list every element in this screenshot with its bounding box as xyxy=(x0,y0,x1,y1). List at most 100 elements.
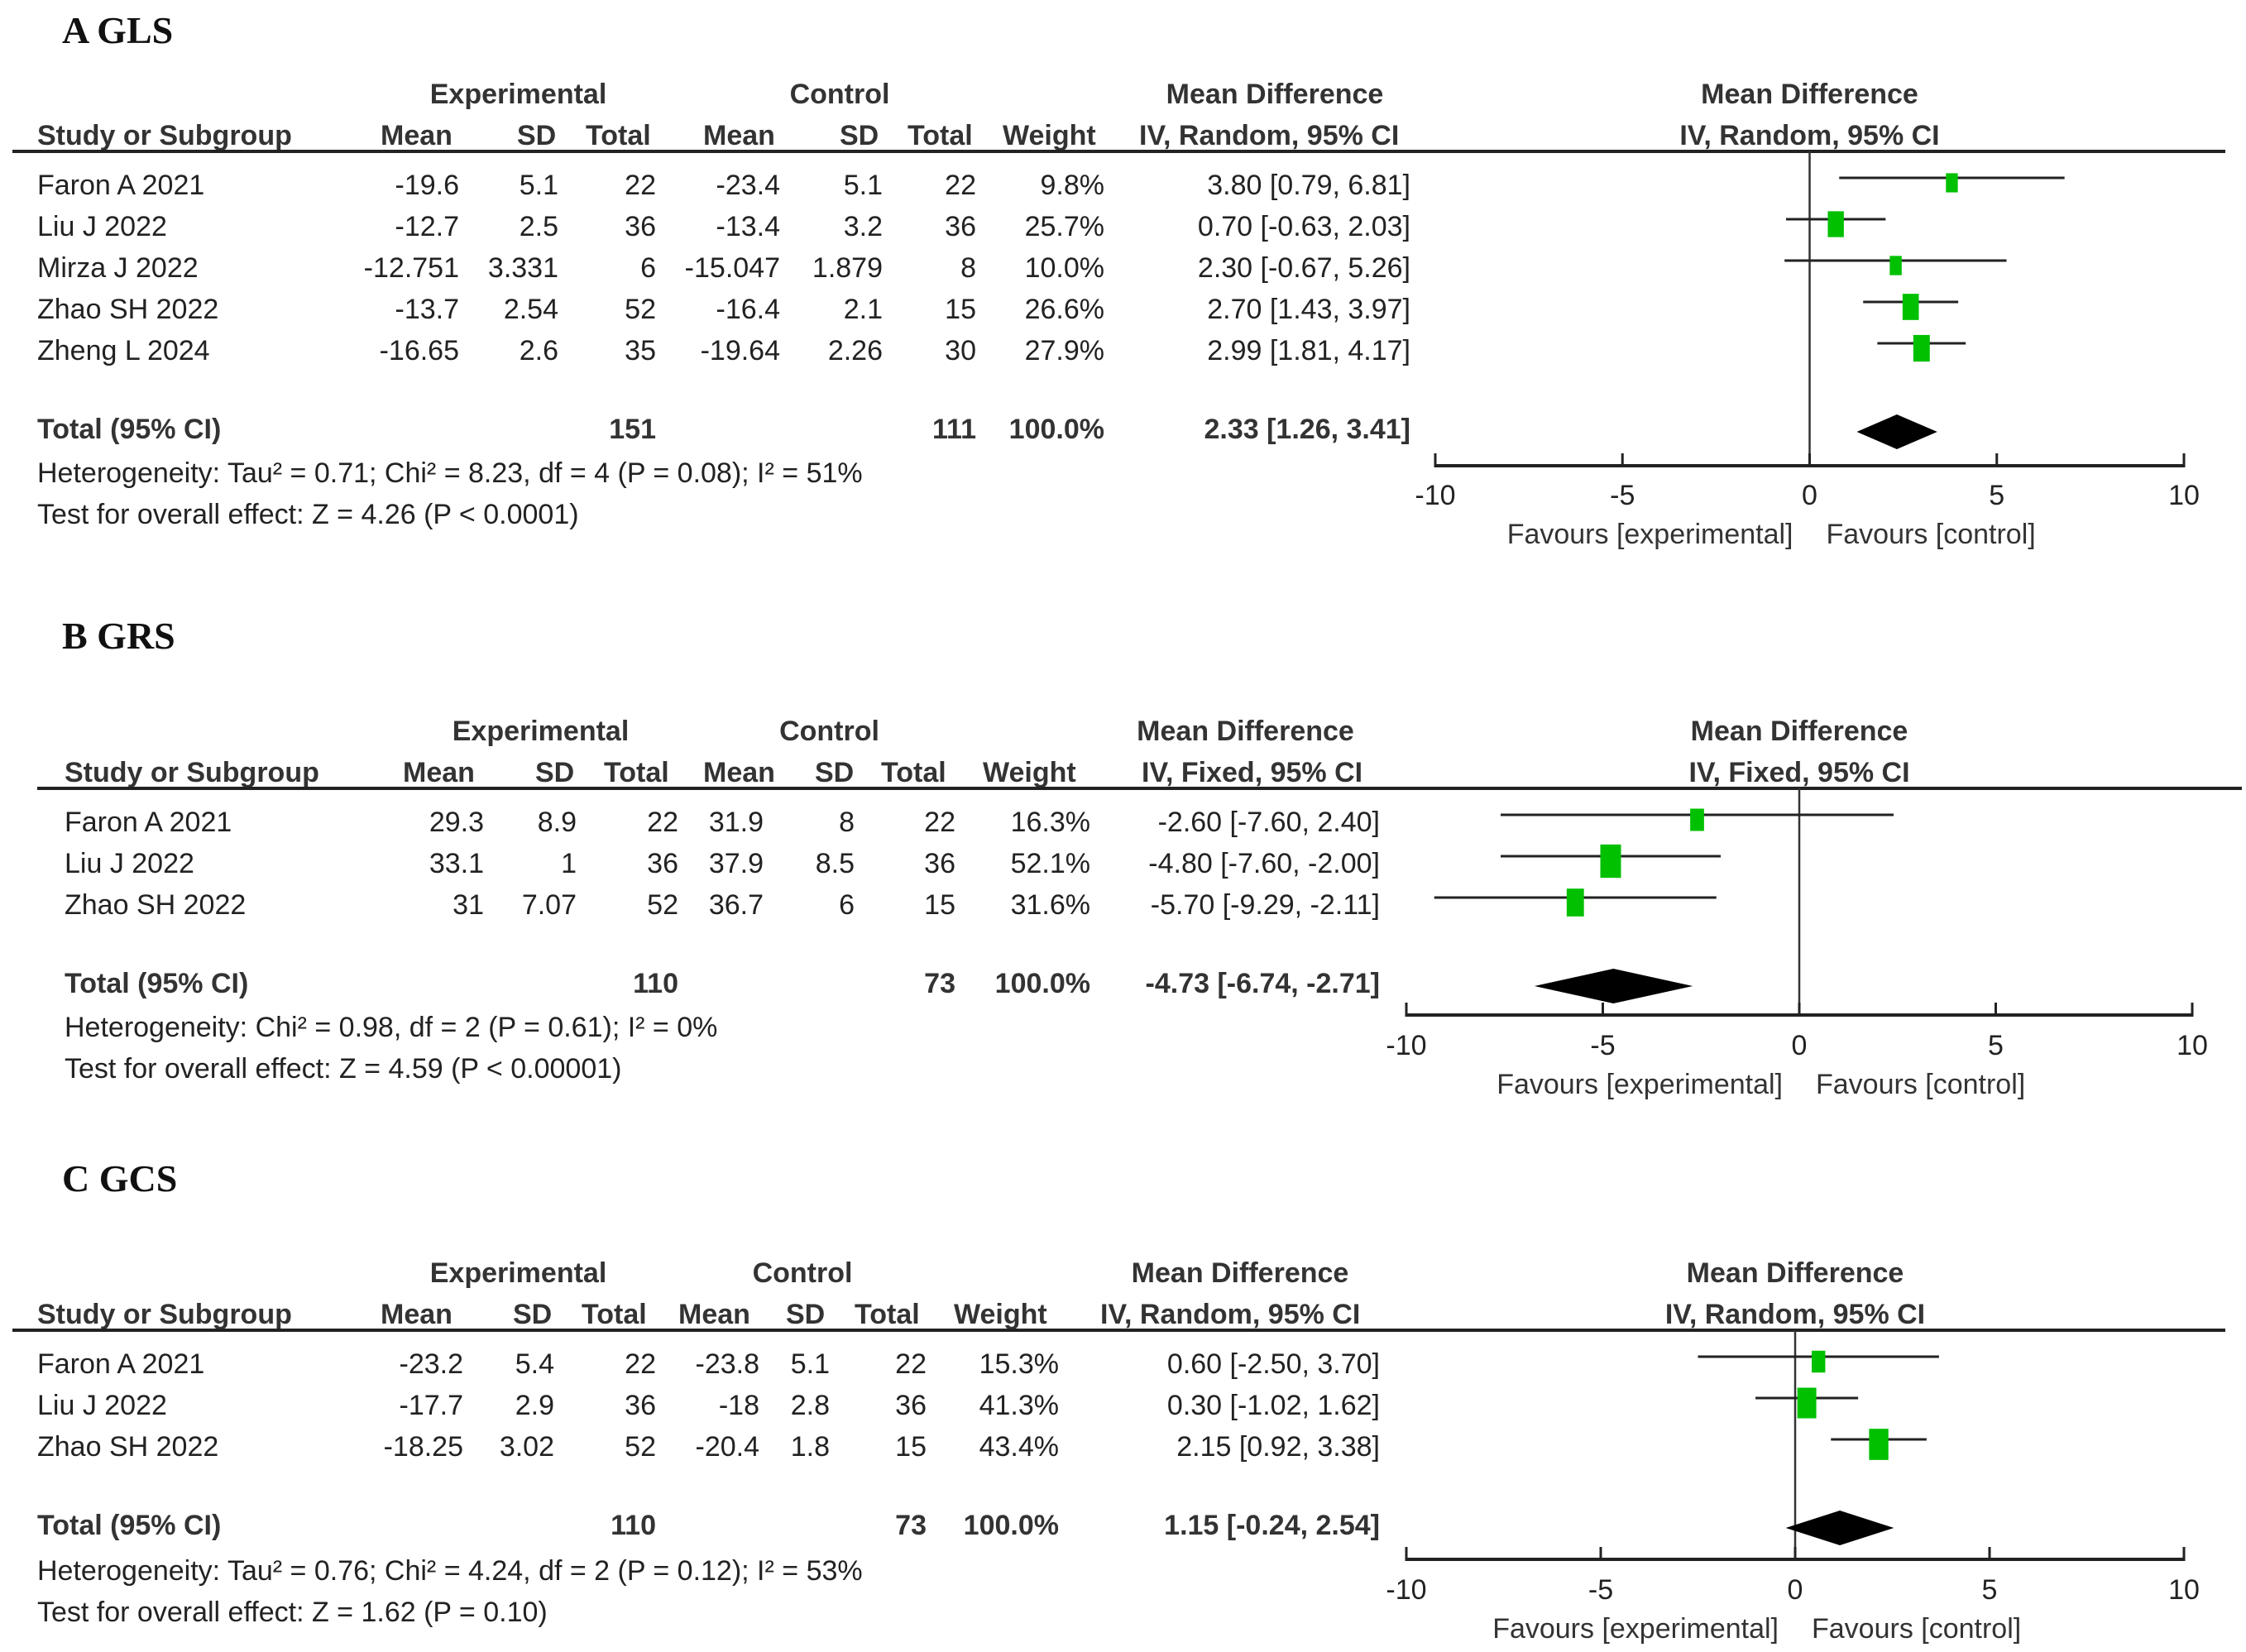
ci-text: 0.70 [-0.63, 2.03] xyxy=(1197,211,1410,242)
group-header-experimental: Experimental xyxy=(452,716,630,747)
study-name: Liu J 2022 xyxy=(37,211,167,242)
plot-header-mean-difference: Mean Difference xyxy=(1701,79,1918,110)
overall-effect-text: Test for overall effect: Z = 1.62 (P = 0… xyxy=(37,1597,548,1628)
favours-control-label: Favours [control] xyxy=(1812,1613,2021,1645)
exp-mean: -17.7 xyxy=(399,1390,464,1421)
x-tick-label: -10 xyxy=(1415,480,1455,511)
study-effect-marker xyxy=(1690,808,1704,831)
total-label: Total (95% CI) xyxy=(37,1510,222,1541)
exp-total: 22 xyxy=(625,1348,656,1380)
col-ctl-sd-header: SD xyxy=(815,757,855,788)
ctl-mean: -19.64 xyxy=(700,335,780,366)
ci-text: 2.30 [-0.67, 5.26] xyxy=(1197,252,1410,284)
ctl-total: 36 xyxy=(945,211,976,242)
total-ci: 2.33 [1.26, 3.41] xyxy=(1204,414,1410,445)
exp-total: 22 xyxy=(647,807,678,838)
group-header-experimental: Experimental xyxy=(429,1257,607,1289)
exp-total: 52 xyxy=(647,889,678,921)
col-exp-sd-header: SD xyxy=(513,1299,553,1330)
plot-header-mean-difference: Mean Difference xyxy=(1686,1257,1904,1289)
col-study-header: Study or Subgroup xyxy=(65,757,319,788)
study-name: Mirza J 2022 xyxy=(37,252,199,284)
study-effect-marker xyxy=(1827,211,1844,237)
col-ctl-sd-header: SD xyxy=(786,1299,826,1330)
col-ci-header: IV, Random, 95% CI xyxy=(1100,1299,1361,1330)
col-exp-sd-header: SD xyxy=(535,757,575,788)
exp-mean: -13.7 xyxy=(395,294,460,325)
plot-header-method: IV, Fixed, 95% CI xyxy=(1688,757,1910,788)
x-tick-label: 10 xyxy=(2168,480,2200,511)
ctl-total: 30 xyxy=(945,335,976,366)
ctl-mean: 36.7 xyxy=(708,889,764,921)
col-ci-header: IV, Fixed, 95% CI xyxy=(1142,757,1363,788)
study-name: Liu J 2022 xyxy=(37,1390,167,1421)
x-tick-label: 5 xyxy=(1988,1030,2004,1061)
col-study-header: Study or Subgroup xyxy=(37,1299,292,1330)
col-exp-total-header: Total xyxy=(586,120,651,151)
ctl-mean: 37.9 xyxy=(708,848,764,879)
total-ctl: 73 xyxy=(924,968,955,999)
ctl-total: 22 xyxy=(895,1348,927,1380)
ci-text: 2.70 [1.43, 3.97] xyxy=(1207,294,1410,325)
x-tick-label: 10 xyxy=(2177,1030,2208,1061)
ci-text: 2.15 [0.92, 3.38] xyxy=(1176,1431,1380,1463)
ctl-sd: 5.1 xyxy=(843,170,883,201)
exp-mean: 29.3 xyxy=(429,807,484,838)
ci-text: -4.80 [-7.60, -2.00] xyxy=(1148,848,1380,879)
exp-sd: 2.9 xyxy=(515,1390,554,1421)
col-exp-mean-header: Mean xyxy=(403,757,475,788)
weight: 16.3% xyxy=(1010,807,1090,838)
col-ctl-mean-header: Mean xyxy=(703,120,775,151)
study-effect-marker xyxy=(1600,844,1621,879)
ci-text: 0.30 [-1.02, 1.62] xyxy=(1166,1390,1380,1421)
exp-sd: 2.54 xyxy=(503,294,558,325)
col-ctl-total-header: Total xyxy=(855,1299,920,1330)
ci-text: 0.60 [-2.50, 3.70] xyxy=(1166,1348,1380,1380)
exp-mean: -12.751 xyxy=(363,252,459,284)
ctl-sd: 5.1 xyxy=(790,1348,830,1380)
group-header-mean-difference: Mean Difference xyxy=(1166,79,1384,110)
total-weight: 100.0% xyxy=(1008,414,1104,445)
study-effect-marker xyxy=(1869,1429,1889,1460)
total-exp: 110 xyxy=(633,968,678,999)
col-ctl-total-header: Total xyxy=(907,120,973,151)
total-ci: -4.73 [-6.74, -2.71] xyxy=(1145,968,1380,999)
ctl-sd: 8 xyxy=(839,807,855,838)
summary-diamond xyxy=(1534,969,1693,1003)
ci-text: -5.70 [-9.29, -2.11] xyxy=(1150,889,1380,921)
summary-diamond xyxy=(1856,414,1937,449)
exp-mean: -16.65 xyxy=(379,335,459,366)
overall-effect-text: Test for overall effect: Z = 4.59 (P < 0… xyxy=(65,1053,622,1085)
x-tick-label: -5 xyxy=(1588,1574,1613,1606)
ctl-total: 15 xyxy=(895,1431,927,1463)
col-weight-header: Weight xyxy=(954,1299,1047,1330)
col-ctl-mean-header: Mean xyxy=(678,1299,750,1330)
favours-experimental-label: Favours [experimental] xyxy=(1492,1613,1779,1645)
col-weight-header: Weight xyxy=(1003,120,1096,151)
weight: 26.6% xyxy=(1024,294,1104,325)
summary-diamond xyxy=(1785,1511,1894,1545)
col-exp-mean-header: Mean xyxy=(381,120,453,151)
x-tick-label: -5 xyxy=(1610,480,1635,511)
total-exp: 151 xyxy=(609,414,656,445)
col-ctl-sd-header: SD xyxy=(840,120,879,151)
x-tick-label: 5 xyxy=(1982,1574,1998,1606)
plot-header-mean-difference: Mean Difference xyxy=(1690,716,1908,747)
col-ctl-mean-header: Mean xyxy=(703,757,775,788)
weight: 27.9% xyxy=(1024,335,1104,366)
total-weight: 100.0% xyxy=(994,968,1090,999)
weight: 43.4% xyxy=(979,1431,1059,1463)
total-label: Total (95% CI) xyxy=(65,968,249,999)
panel-title: C GCS xyxy=(62,1157,178,1199)
x-tick-label: 0 xyxy=(1788,1574,1803,1606)
col-weight-header: Weight xyxy=(983,757,1076,788)
total-exp: 110 xyxy=(611,1510,656,1541)
ctl-mean: -15.047 xyxy=(684,252,780,284)
total-ctl: 111 xyxy=(932,414,976,445)
group-header-control: Control xyxy=(779,716,879,747)
col-exp-mean-header: Mean xyxy=(381,1299,453,1330)
total-ci: 1.15 [-0.24, 2.54] xyxy=(1164,1510,1380,1541)
exp-mean: -18.25 xyxy=(383,1431,463,1463)
ctl-total: 36 xyxy=(895,1390,927,1421)
